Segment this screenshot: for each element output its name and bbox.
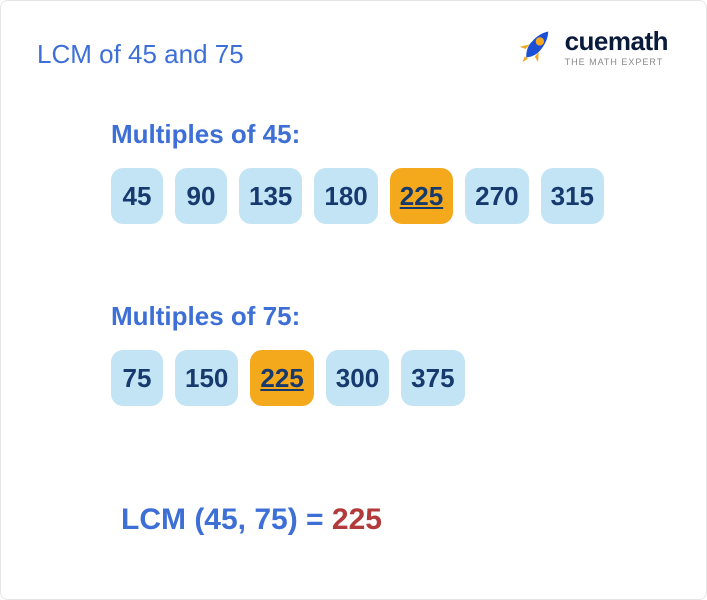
result-eq: = [298,503,332,536]
multiple-chip-highlight: 225 [250,350,313,406]
section-heading-45: Multiples of 45: [111,119,604,150]
multiple-chip: 180 [314,168,377,224]
brand-text: cuemath THE MATH EXPERT [565,26,668,67]
multiple-chip: 300 [326,350,389,406]
multiple-chip: 315 [541,168,604,224]
result-value: 225 [332,503,382,536]
multiple-chip: 375 [401,350,464,406]
multiple-chip: 90 [175,168,227,224]
chips-row-75: 75150225300375 [111,350,465,406]
multiple-chip: 75 [111,350,163,406]
rocket-icon [515,25,557,67]
section-heading-75: Multiples of 75: [111,301,465,332]
brand-tagline: THE MATH EXPERT [565,57,668,67]
multiple-chip: 135 [239,168,302,224]
multiple-chip: 150 [175,350,238,406]
multiples-of-45-section: Multiples of 45: 4590135180225270315 [111,119,604,224]
page-title: LCM of 45 and 75 [37,39,244,70]
multiples-of-75-section: Multiples of 75: 75150225300375 [111,301,465,406]
multiple-chip: 270 [465,168,528,224]
brand-logo: cuemath THE MATH EXPERT [515,25,668,67]
brand-name: cuemath [565,26,668,57]
result-line: LCM (45, 75) = 225 [121,503,382,537]
chips-row-45: 4590135180225270315 [111,168,604,224]
multiple-chip: 45 [111,168,163,224]
result-label: LCM (45, 75) [121,503,298,536]
multiple-chip-highlight: 225 [390,168,453,224]
